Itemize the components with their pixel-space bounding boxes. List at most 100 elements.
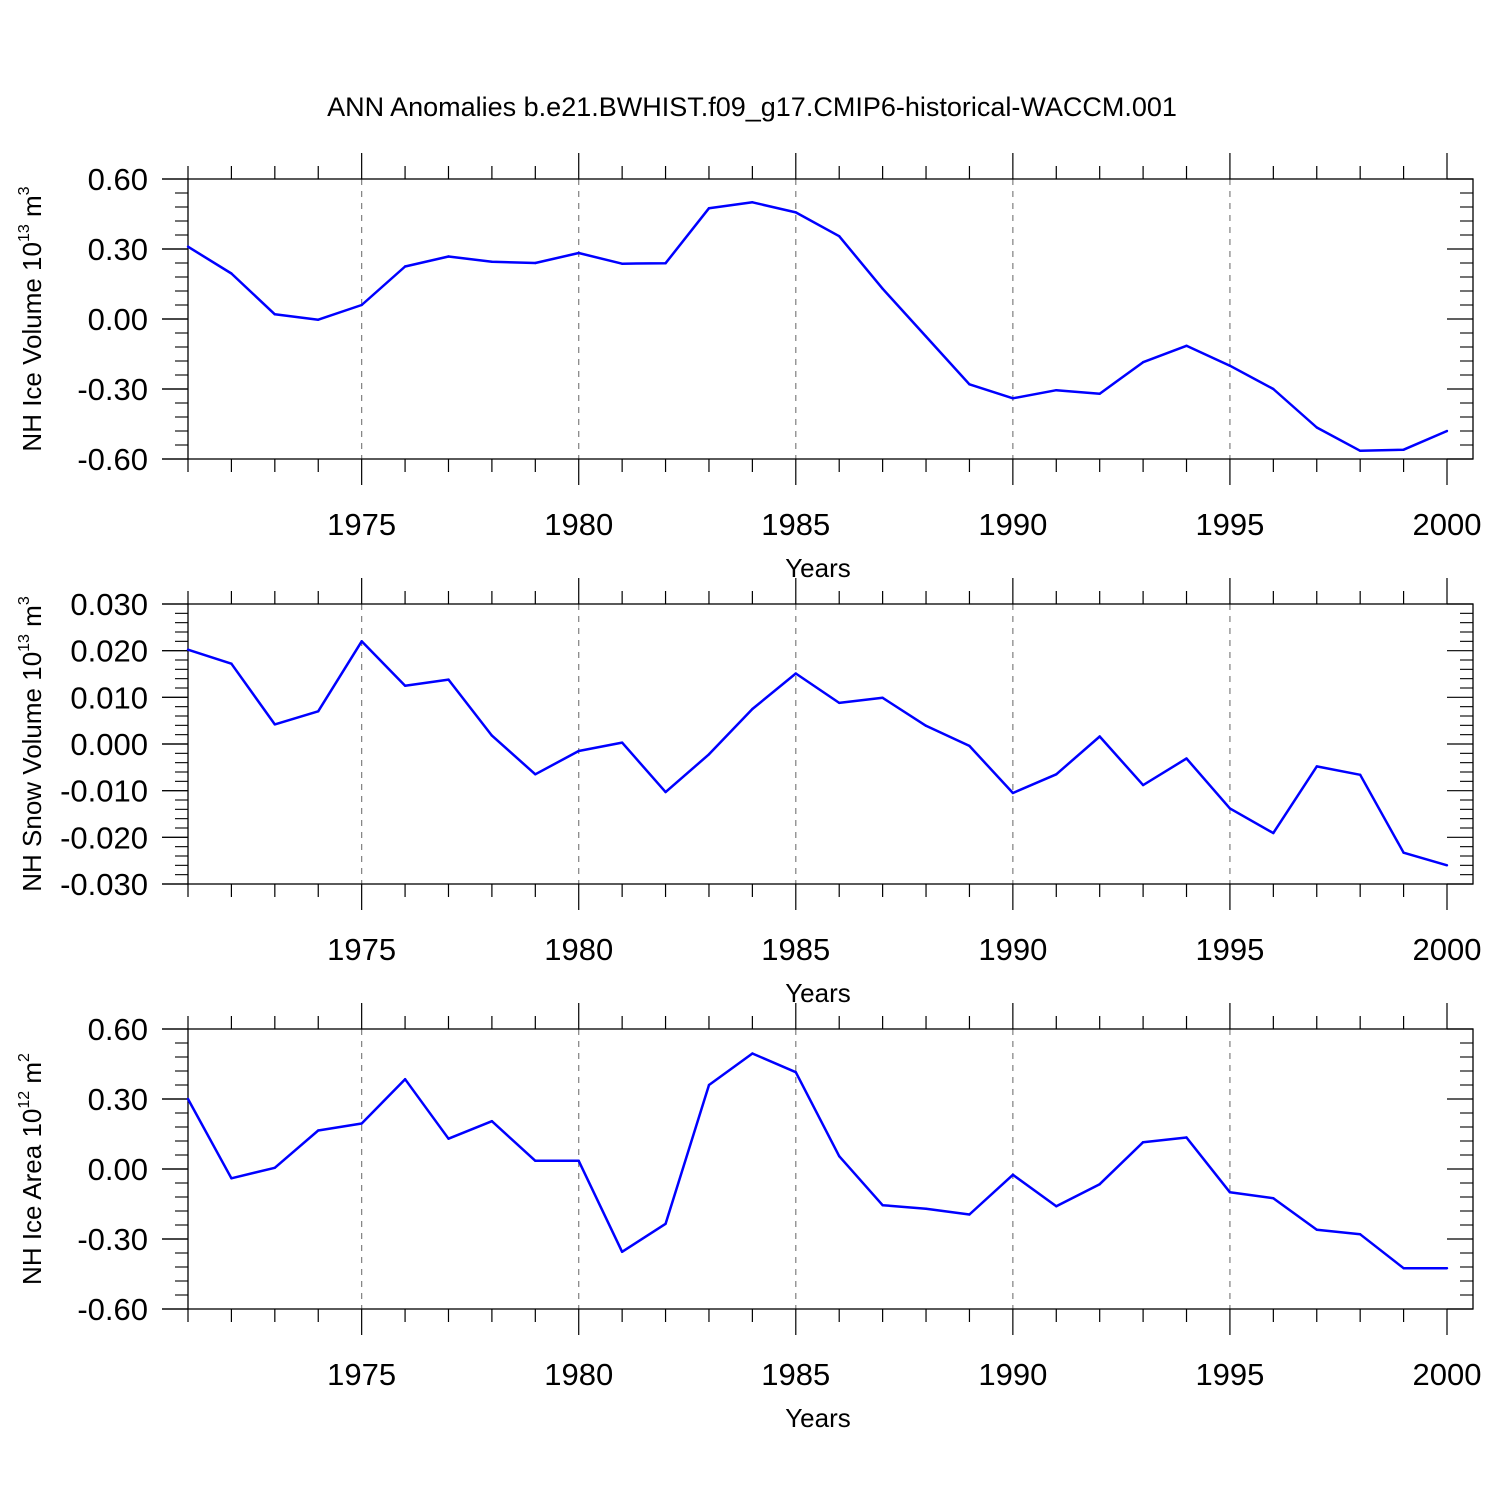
data-point-1985 [794,211,797,214]
y-tick-label: 0.60 [88,1012,148,1047]
x-tick-label: 1990 [978,932,1047,967]
data-point-1999 [1402,1267,1405,1270]
data-point-1990 [1011,791,1015,795]
data-point-1972 [230,272,233,275]
data-point-1994 [1185,757,1188,760]
y-tick-label: 0.00 [88,302,148,337]
panel-3: -0.60 -0.30 0.00 0.30 0.60 1975 1980 1985 1990 19… [16,1003,1481,1433]
x-tick-label: 1975 [327,932,396,967]
data-point-1992 [1098,1183,1101,1186]
data-point-1985 [794,1071,797,1074]
data-point-1996 [1272,831,1275,835]
data-point-1975 [360,303,363,307]
data-point-1995 [1228,807,1232,810]
data-point-1972 [230,1177,233,1180]
x-tick-label: 1975 [327,507,396,542]
x-tick-label: 1995 [1195,1357,1264,1392]
y-tick-label: -0.020 [60,820,148,855]
data-point-1993 [1141,783,1145,787]
data-point-1974 [317,1129,320,1132]
data-point-1977 [447,1137,450,1140]
data-point-1986 [838,235,841,238]
data-point-1998 [1359,1233,1362,1236]
x-axis-title: Years [785,1403,851,1433]
plot-frame [187,1028,1474,1310]
data-point-1980 [577,1159,580,1163]
data-point-1981 [620,741,624,744]
x-tick-label: 1985 [761,932,830,967]
y-tick-label: -0.30 [77,372,148,407]
data-point-1975 [360,1122,363,1125]
y-tick-label: 0.030 [70,587,148,622]
panel-1: -0.60 -0.30 0.00 0.30 0.60 1975 1980 1985 1990 19… [16,153,1481,583]
series-line [186,1052,1447,1270]
y-tick-label: -0.010 [60,774,148,809]
data-point-1980 [577,251,580,255]
data-point-1999 [1402,851,1405,854]
y-tick-label: 0.020 [70,634,148,669]
series-line [187,640,1448,867]
data-point-1979 [534,261,537,265]
data-point-1987 [881,696,884,699]
data-point-1992 [1098,392,1101,395]
y-tick-label: -0.30 [77,1222,148,1257]
data-point-1997 [1315,426,1319,429]
data-point-1971 [186,245,190,248]
data-point-1972 [230,662,233,665]
data-point-1995 [1228,1191,1232,1194]
data-point-1993 [1141,1141,1145,1144]
data-point-1995 [1228,364,1232,367]
data-point-1983 [707,207,711,210]
data-point-1987 [881,287,884,290]
x-tick-label: 1980 [544,932,613,967]
data-point-1991 [1055,389,1058,392]
data-point-1998 [1359,449,1362,452]
x-tick-label: 2000 [1413,932,1482,967]
data-point-1982 [664,790,667,794]
x-tick-label: 1990 [978,507,1047,542]
y-tick-label: 0.000 [70,727,148,762]
data-point-1989 [968,744,971,748]
data-point-1993 [1141,361,1145,364]
y-tick-label: 0.30 [88,232,148,267]
y-tick-label: 0.010 [70,680,148,715]
y-tick-label: -0.60 [77,1292,148,1327]
data-point-1996 [1272,387,1275,391]
data-point-2000 [1445,429,1449,433]
data-point-1988 [924,335,928,338]
data-point-1980 [577,749,580,753]
data-point-1997 [1315,1228,1319,1231]
x-tick-label: 1995 [1195,932,1264,967]
data-point-1986 [838,701,841,705]
x-tick-label: 2000 [1413,507,1482,542]
data-point-1984 [751,1052,754,1055]
x-tick-label: 1980 [544,1357,613,1392]
data-point-1989 [968,383,971,386]
data-point-1984 [751,707,754,711]
plot-frame [187,178,1474,460]
series-line [187,201,1448,453]
x-tick-label: 1995 [1195,507,1264,542]
data-point-1996 [1272,1197,1275,1200]
y-axis-title: NH Ice Area 1012 m2 [16,1053,47,1285]
data-point-1998 [1359,773,1362,776]
data-point-1984 [751,201,754,204]
x-tick-label: 1975 [327,1357,396,1392]
data-point-1971 [186,1097,190,1101]
x-axis-title: Years [785,553,851,583]
data-point-1985 [794,672,797,675]
panel-2: -0.030 -0.020 -0.010 0.000 0.010 0.020 0.030 19… [16,578,1481,1008]
data-point-1973 [273,723,276,726]
data-point-1987 [881,1204,884,1207]
data-point-1979 [534,773,537,776]
data-point-1988 [924,1207,928,1210]
data-point-1990 [1011,1173,1015,1177]
data-point-1977 [447,255,450,258]
data-point-1981 [620,1250,624,1254]
data-point-1978 [490,1120,494,1123]
data-point-1982 [664,262,667,265]
y-axis-title: NH Ice Volume 1013 m3 [16,186,47,451]
data-point-1982 [664,1222,667,1226]
data-point-1999 [1402,448,1405,451]
data-point-1976 [403,1078,407,1081]
